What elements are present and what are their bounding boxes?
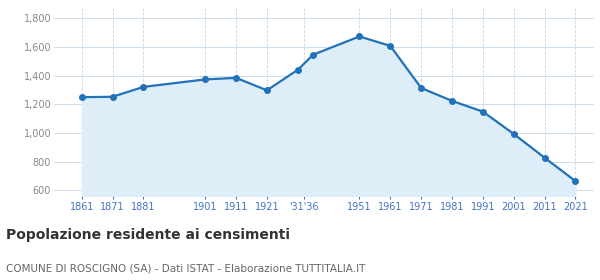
Text: COMUNE DI ROSCIGNO (SA) - Dati ISTAT - Elaborazione TUTTITALIA.IT: COMUNE DI ROSCIGNO (SA) - Dati ISTAT - E… [6, 263, 365, 273]
Text: Popolazione residente ai censimenti: Popolazione residente ai censimenti [6, 228, 290, 242]
